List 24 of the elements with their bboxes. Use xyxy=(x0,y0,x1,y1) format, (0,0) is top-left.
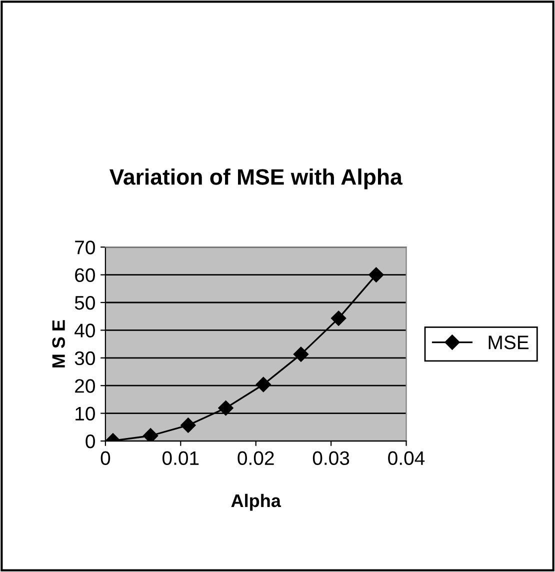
point xyxy=(368,267,384,282)
y-tick-label: 60 xyxy=(75,268,95,282)
x-tick-label: 0.01 xyxy=(162,451,199,466)
y-tick-label: 10 xyxy=(76,406,95,421)
point xyxy=(293,346,309,362)
point xyxy=(218,400,234,416)
x-axis-title: Alpha xyxy=(231,494,282,511)
y-tick-label: 0 xyxy=(86,434,95,448)
chart-title: Variation of MSE with Alpha xyxy=(110,168,403,190)
y-tick-label: 30 xyxy=(74,351,95,366)
x-tick-label: 0.04 xyxy=(388,451,425,466)
y-axis-title: M S E xyxy=(52,320,65,368)
point xyxy=(180,418,196,433)
y-tick-label: 40 xyxy=(74,324,95,338)
y-tick-label: 20 xyxy=(75,379,95,393)
x-tick-label: 0 xyxy=(100,451,110,466)
legend-label: MSE xyxy=(488,336,529,350)
point xyxy=(331,310,346,326)
point xyxy=(256,376,271,392)
y-tick-label: 50 xyxy=(74,296,95,310)
y-tick-label: 70 xyxy=(75,240,95,254)
x-tick-label: 0.02 xyxy=(238,451,274,466)
x-tick-label: 0.03 xyxy=(312,451,350,466)
point xyxy=(143,428,158,442)
